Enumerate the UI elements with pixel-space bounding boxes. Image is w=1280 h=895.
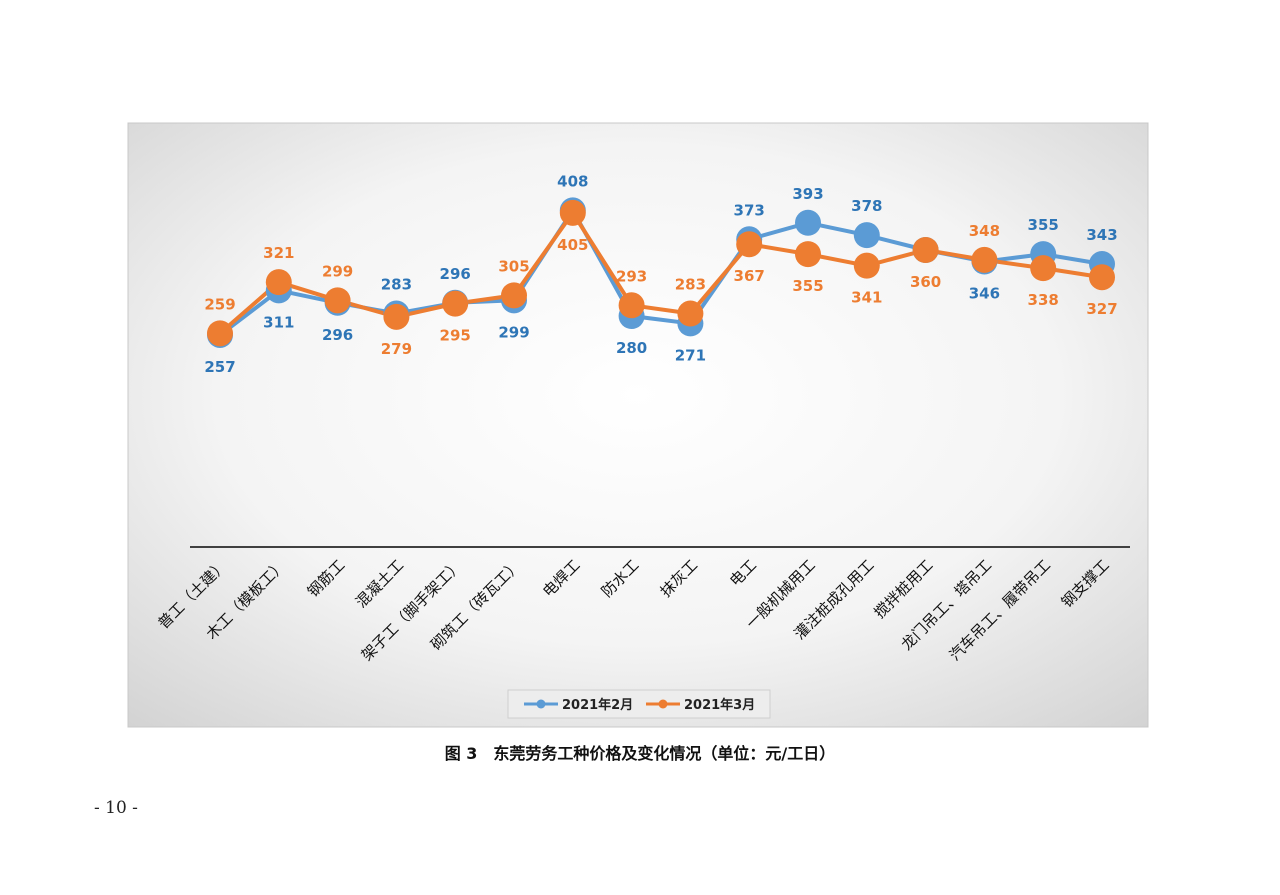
data-label-feb: 299 bbox=[498, 323, 529, 341]
data-point-mar bbox=[442, 290, 469, 317]
data-point-mar bbox=[265, 269, 292, 296]
data-point-mar bbox=[559, 199, 586, 226]
data-label-feb: 346 bbox=[969, 285, 1000, 303]
data-label-mar: 327 bbox=[1086, 300, 1117, 318]
data-label-feb: 271 bbox=[675, 346, 706, 364]
data-label-mar: 279 bbox=[381, 340, 412, 358]
series-layer: 257 311 296 283 296 299 408 280 271 373 393 378 346 3… bbox=[204, 172, 1117, 376]
data-label-feb: 393 bbox=[792, 185, 823, 203]
data-label-mar: 355 bbox=[792, 277, 823, 295]
data-point-mar bbox=[501, 282, 527, 309]
legend-marker-mar bbox=[658, 699, 668, 709]
data-label-feb: 296 bbox=[440, 265, 471, 283]
data-point-mar bbox=[618, 292, 645, 319]
data-point-mar bbox=[853, 252, 880, 279]
data-label-feb: 378 bbox=[851, 197, 882, 215]
data-point-mar bbox=[912, 237, 939, 263]
data-label-feb: 355 bbox=[1028, 216, 1059, 234]
legend-label-mar: 2021年3月 bbox=[684, 697, 755, 713]
legend-marker-feb bbox=[536, 699, 546, 709]
data-label-feb: 373 bbox=[734, 201, 765, 219]
data-label-mar: 338 bbox=[1028, 291, 1059, 309]
data-point-mar bbox=[971, 246, 998, 273]
data-label-mar: 341 bbox=[851, 289, 882, 307]
data-label-mar: 321 bbox=[263, 244, 294, 262]
chart-background bbox=[127, 122, 1149, 728]
data-label-feb: 283 bbox=[381, 276, 412, 294]
data-point-mar bbox=[207, 320, 233, 347]
data-label-mar: 295 bbox=[440, 327, 471, 345]
data-label-feb: 280 bbox=[616, 339, 647, 357]
data-label-mar: 367 bbox=[734, 267, 765, 285]
data-point-mar bbox=[383, 303, 410, 330]
data-point-mar bbox=[677, 300, 704, 327]
data-label-feb: 343 bbox=[1086, 226, 1117, 244]
data-label-feb: 296 bbox=[322, 326, 353, 344]
legend: 2021年2月 2021年3月 bbox=[507, 689, 771, 719]
data-point-feb bbox=[853, 222, 880, 249]
data-point-feb bbox=[795, 209, 821, 236]
data-label-mar: 259 bbox=[204, 295, 235, 313]
data-label-feb: 311 bbox=[263, 313, 294, 331]
figure-caption: 图 3 东莞劳务工种价格及变化情况（单位：元/工日） bbox=[444, 744, 836, 763]
data-point-mar bbox=[1030, 255, 1057, 282]
data-label-mar: 405 bbox=[557, 236, 588, 254]
data-label-mar: 299 bbox=[322, 262, 353, 280]
page-number: - 10 - bbox=[94, 798, 138, 818]
data-label-mar: 348 bbox=[969, 222, 1000, 240]
data-label-feb: 408 bbox=[557, 172, 588, 190]
data-label-mar: 305 bbox=[498, 257, 529, 275]
data-label-mar: 293 bbox=[616, 267, 647, 285]
data-label-mar: 283 bbox=[675, 276, 706, 294]
data-point-mar bbox=[324, 287, 351, 314]
data-label-mar: 360 bbox=[910, 273, 941, 291]
data-point-mar bbox=[795, 241, 821, 268]
data-point-mar bbox=[736, 231, 763, 258]
series-line-mar bbox=[218, 210, 1104, 336]
legend-label-feb: 2021年2月 bbox=[562, 697, 633, 713]
data-point-mar bbox=[1089, 264, 1115, 291]
data-label-feb: 257 bbox=[204, 358, 235, 376]
